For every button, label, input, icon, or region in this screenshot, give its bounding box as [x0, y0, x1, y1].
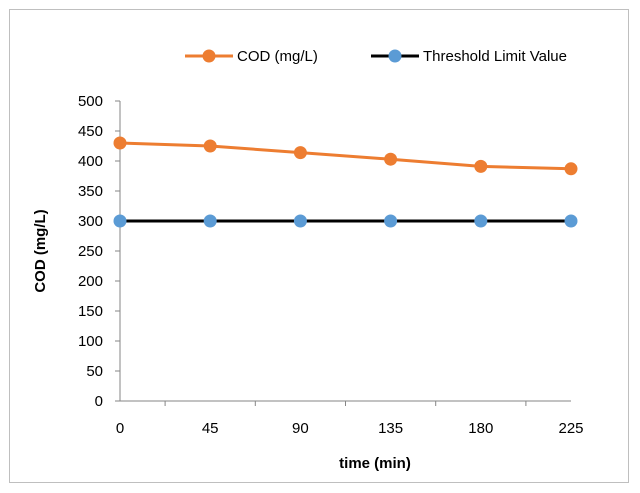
- x-axis-title: time (min): [339, 455, 411, 472]
- legend-label: COD (mg/L): [237, 48, 318, 65]
- x-tick-label: 0: [116, 420, 124, 437]
- data-point: [293, 146, 307, 160]
- series-layer: [113, 136, 578, 228]
- data-point: [203, 214, 217, 228]
- x-tick-label: 90: [292, 420, 309, 437]
- x-tick-label: 45: [202, 420, 219, 437]
- data-point: [113, 136, 127, 150]
- data-point: [564, 214, 578, 228]
- legend-marker: [388, 49, 402, 63]
- y-tick-label: 300: [78, 213, 103, 230]
- series-1: [113, 214, 578, 228]
- legend-marker: [202, 49, 216, 63]
- y-axis-title: COD (mg/L): [32, 209, 49, 292]
- y-axis: 0 50 100 150 200 250 300 350 400 450 500: [78, 93, 121, 410]
- y-tick-label: 0: [95, 393, 103, 410]
- x-tick-label: 135: [378, 420, 403, 437]
- y-tick-label: 150: [78, 303, 103, 320]
- y-tick-label: 200: [78, 273, 103, 290]
- x-tick-label: 180: [468, 420, 493, 437]
- series-0: [113, 136, 578, 176]
- y-tick-label: 500: [78, 93, 103, 110]
- legend-item: Threshold Limit Value: [371, 48, 567, 65]
- y-tick-label: 250: [78, 243, 103, 260]
- y-tick-label: 350: [78, 183, 103, 200]
- y-tick-label: 50: [86, 363, 103, 380]
- data-point: [474, 214, 488, 228]
- y-tick-label: 100: [78, 333, 103, 350]
- x-tick-label: 225: [558, 420, 583, 437]
- data-point: [384, 214, 398, 228]
- legend-item: COD (mg/L): [185, 48, 318, 65]
- data-point: [384, 152, 398, 166]
- data-point: [113, 214, 127, 228]
- y-tick-label: 400: [78, 153, 103, 170]
- x-axis: 0 45 90 135 180 225: [116, 400, 584, 437]
- data-point: [203, 139, 217, 153]
- y-tick-label: 450: [78, 123, 103, 140]
- legend-label: Threshold Limit Value: [423, 48, 567, 65]
- data-point: [474, 159, 488, 173]
- data-point: [293, 214, 307, 228]
- legend: COD (mg/L) Threshold Limit Value: [185, 48, 567, 65]
- series-line: [119, 141, 572, 171]
- data-point: [564, 162, 578, 176]
